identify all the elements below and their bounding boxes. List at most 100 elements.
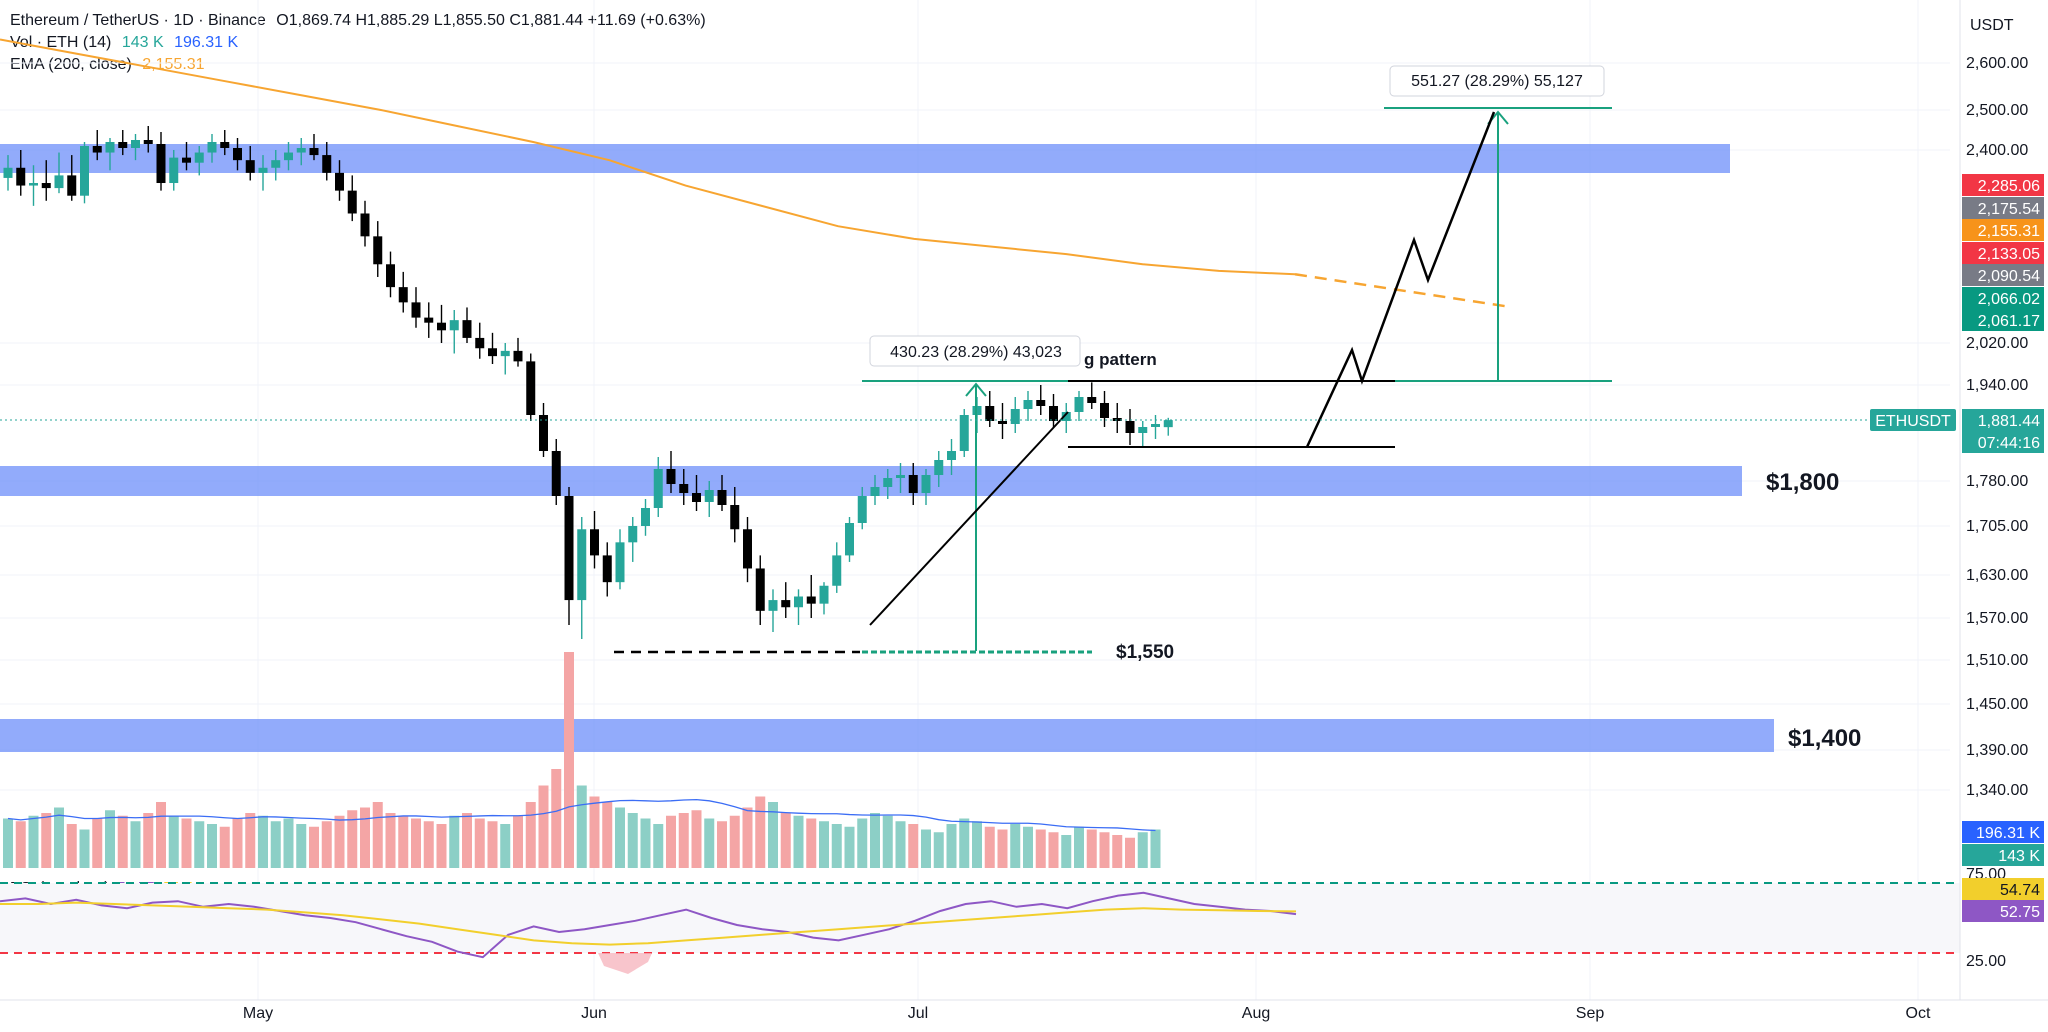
candle-body[interactable] [857,496,867,523]
candle-body[interactable] [1049,406,1058,421]
candle-body[interactable] [666,469,676,484]
candle-body[interactable] [258,167,268,173]
candle-body[interactable] [347,190,357,214]
candle-body[interactable] [717,490,727,505]
candle-body[interactable] [118,142,128,148]
candle-body[interactable] [220,142,230,148]
candle-body[interactable] [602,555,612,583]
candle-body[interactable] [284,152,293,161]
candle-body[interactable] [539,415,548,451]
candle-body[interactable] [845,523,854,556]
candle-body[interactable] [679,484,689,493]
candle-body[interactable] [806,596,816,604]
candle-body[interactable] [947,451,956,460]
candles[interactable] [3,126,1173,639]
time-tick-label: Jul [908,1005,928,1022]
candle-body[interactable] [29,183,38,186]
candle-body[interactable] [628,526,638,543]
candle-body[interactable] [1112,418,1122,421]
candle-body[interactable] [245,160,255,173]
candle-body[interactable] [1036,400,1046,406]
candle-body[interactable] [386,264,395,288]
candle-body[interactable] [233,148,242,161]
candle-body[interactable] [335,172,344,191]
candle-body[interactable] [755,568,765,611]
candle-body[interactable] [743,529,752,569]
candle-body[interactable] [730,505,740,530]
candle-body[interactable] [373,236,383,265]
candle-body[interactable] [449,320,459,331]
candle-body[interactable] [1125,421,1135,433]
candle-body[interactable] [398,287,408,303]
candle-body[interactable] [92,146,102,153]
candle-body[interactable] [424,317,434,323]
candle-body[interactable] [768,600,778,611]
candle-body[interactable] [296,148,306,153]
candle-body[interactable] [271,160,281,168]
candle-body[interactable] [653,469,663,508]
candle-body[interactable] [500,350,510,357]
candle-body[interactable] [41,183,51,189]
candle-body[interactable] [437,322,446,331]
candle-body[interactable] [67,175,77,196]
candle-body[interactable] [934,460,944,475]
candle-body[interactable] [1100,403,1109,418]
candle-body[interactable] [513,350,523,362]
candle-body[interactable] [156,144,166,184]
candle-body[interactable] [870,487,880,496]
candle-body[interactable] [462,320,472,338]
candle-body[interactable] [360,213,370,237]
candle-body[interactable] [1023,400,1033,409]
candle-body[interactable] [411,302,421,318]
candle-body[interactable] [959,415,969,451]
candle-body[interactable] [105,142,115,153]
candle-body[interactable] [54,175,64,189]
symbol-title[interactable]: Ethereum / TetherUS · 1D · Binance [10,12,266,29]
candle-body[interactable] [641,508,650,526]
candle-body[interactable] [819,585,829,604]
candle-body[interactable] [551,451,561,496]
candle-body[interactable] [921,475,931,493]
candle-body[interactable] [590,529,599,556]
candle-body[interactable] [1138,427,1148,433]
ema-label[interactable]: EMA (200, close) [10,56,132,73]
candle-body[interactable] [1163,420,1173,428]
candle-body[interactable] [998,421,1007,424]
candle-body[interactable] [1010,409,1020,424]
candle-body[interactable] [832,555,842,586]
candle-body[interactable] [143,140,153,144]
candle-body[interactable] [80,146,89,196]
candle-body[interactable] [1151,424,1160,427]
candle-body[interactable] [526,361,536,415]
candle-body[interactable] [615,542,625,583]
candle-body[interactable] [564,496,574,601]
candle-body[interactable] [1087,397,1097,403]
trend-line[interactable] [869,411,1069,626]
candle-body[interactable] [794,596,803,608]
candle-body[interactable] [169,157,179,184]
candle-body[interactable] [896,475,905,478]
candle-body[interactable] [309,148,319,156]
candle-body[interactable] [577,529,587,601]
candle-body[interactable] [194,152,204,163]
drawings[interactable]: 551.27 (28.29%) 55,127 430.23 (28.29%) 43… [0,65,1870,752]
candle-body[interactable] [131,140,140,148]
candle-body[interactable] [908,475,918,493]
candle-body[interactable] [781,600,791,608]
candle-body[interactable] [1074,397,1084,412]
candle-body[interactable] [1061,412,1071,421]
price-projection-path[interactable] [1305,111,1496,448]
candle-body[interactable] [704,490,714,502]
candle-body[interactable] [322,155,332,173]
candle-body[interactable] [3,167,13,178]
candle-body[interactable] [475,337,485,349]
candle-body[interactable] [488,348,497,357]
candle-body[interactable] [16,167,26,186]
candle-body[interactable] [985,406,995,421]
candle-body[interactable] [207,142,217,153]
candle-body[interactable] [182,157,191,163]
candle-body[interactable] [692,493,701,502]
candle-body[interactable] [883,478,893,487]
rsi-tick-label: 25.00 [1966,953,2006,970]
